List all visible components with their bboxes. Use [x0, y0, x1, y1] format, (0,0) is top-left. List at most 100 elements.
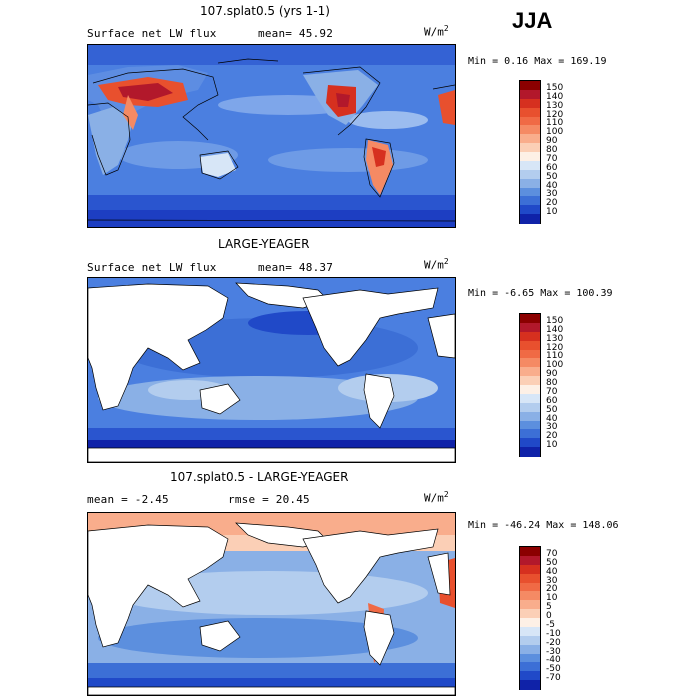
colorbar-swatch: [520, 89, 540, 100]
panel2-minmax: Min = -6.65 Max = 100.39: [468, 288, 613, 299]
colorbar-tick-label: 5: [546, 602, 552, 613]
colorbar-swatch: [520, 367, 540, 377]
panel2-units: W/m2: [424, 257, 449, 272]
colorbar-swatch: [520, 420, 540, 430]
panel1-mean: mean= 45.92: [258, 27, 334, 40]
colorbar-swatch: [520, 564, 540, 575]
colorbar-swatch: [520, 393, 540, 404]
colorbar-tick-label: 10: [546, 593, 558, 604]
panel3-minmax: Min = -46.24 Max = 148.06: [468, 520, 619, 531]
colorbar-swatch: [520, 349, 540, 359]
colorbar-swatch: [520, 178, 540, 188]
panel3-title: 107.splat0.5 - LARGE-YEAGER: [170, 470, 349, 484]
colorbar-tick-label: 90: [546, 369, 558, 380]
colorbar-tick-label: 40: [546, 180, 558, 191]
panel3-colorbar: [519, 546, 541, 690]
colorbar-swatch: [520, 107, 540, 117]
colorbar-swatch: [520, 429, 540, 439]
panel3-units: W/m2: [424, 490, 449, 505]
colorbar-tick-label: 80: [546, 378, 558, 388]
colorbar-tick-label: -30: [546, 646, 561, 657]
colorbar-swatch: [520, 385, 540, 395]
panel1-title: 107.splat0.5 (yrs 1-1): [200, 4, 330, 18]
colorbar-tick-label: 20: [546, 198, 558, 209]
colorbar-swatch: [520, 196, 540, 206]
colorbar-tick-label: -50: [546, 664, 561, 675]
colorbar-tick-label: -20: [546, 637, 561, 648]
colorbar-swatch: [520, 214, 540, 224]
colorbar-tick-label: 60: [546, 395, 558, 406]
colorbar-swatch: [520, 411, 540, 421]
colorbar-tick-label: -40: [546, 655, 561, 666]
colorbar-swatch: [520, 447, 540, 457]
colorbar-swatch: [520, 376, 540, 386]
colorbar-tick-label: 50: [546, 557, 558, 568]
colorbar-swatch: [520, 358, 540, 368]
colorbar-swatch: [520, 591, 540, 601]
colorbar-swatch: [520, 205, 540, 215]
colorbar-swatch: [520, 125, 540, 135]
panel2-colorbar: [519, 313, 541, 457]
colorbar-tick-label: 140: [546, 91, 564, 102]
colorbar-swatch: [520, 644, 540, 654]
panel2-field-label: Surface net LW flux: [87, 261, 217, 274]
colorbar-tick-label: 30: [546, 189, 558, 200]
colorbar-swatch: [520, 169, 540, 180]
panel1-units: W/m2: [424, 24, 449, 39]
colorbar-swatch: [520, 322, 540, 333]
panel2-mean: mean= 48.37: [258, 261, 334, 274]
colorbar-tick-label: 20: [546, 584, 558, 595]
colorbar-swatch: [520, 662, 540, 672]
colorbar-tick-label: 120: [546, 342, 564, 353]
panel1-map: [87, 44, 456, 228]
colorbar-swatch: [520, 671, 540, 681]
colorbar-swatch: [520, 402, 540, 413]
colorbar-tick-label: 80: [546, 145, 558, 155]
colorbar-tick-label: 70: [546, 548, 558, 559]
colorbar-swatch: [520, 187, 540, 197]
colorbar-tick-label: 100: [546, 127, 564, 138]
colorbar-tick-label: 60: [546, 162, 558, 173]
colorbar-swatch: [520, 547, 540, 557]
colorbar-swatch: [520, 618, 540, 628]
colorbar-swatch: [520, 609, 540, 619]
colorbar-tick-label: 120: [546, 109, 564, 120]
colorbar-swatch: [520, 134, 540, 144]
colorbar-tick-label: 30: [546, 575, 558, 586]
colorbar-tick-label: 110: [546, 118, 564, 129]
colorbar-swatch: [520, 152, 540, 162]
season-label: JJA: [512, 8, 553, 33]
panel3-rmse: rmse = 20.45: [228, 493, 310, 506]
colorbar-swatch: [520, 160, 540, 171]
colorbar-swatch: [520, 635, 540, 646]
colorbar-swatch: [520, 98, 540, 109]
colorbar-tick-label: 130: [546, 333, 564, 344]
panel1-minmax: Min = 0.16 Max = 169.19: [468, 56, 607, 67]
colorbar-tick-label: 0: [546, 611, 552, 621]
colorbar-tick-label: 70: [546, 386, 558, 397]
colorbar-swatch: [520, 143, 540, 153]
colorbar-tick-label: 40: [546, 413, 558, 424]
colorbar-tick-label: 110: [546, 351, 564, 362]
colorbar-tick-label: 10: [546, 207, 558, 218]
colorbar-swatch: [520, 555, 540, 566]
colorbar-tick-label: -5: [546, 619, 555, 630]
panel2-title: LARGE-YEAGER: [218, 237, 310, 251]
colorbar-swatch: [520, 340, 540, 350]
panel3-mean: mean = -2.45: [87, 493, 169, 506]
colorbar-swatch: [520, 582, 540, 592]
colorbar-tick-label: 130: [546, 100, 564, 111]
panel1-colorbar: [519, 80, 541, 224]
colorbar-tick-label: 70: [546, 153, 558, 164]
colorbar-swatch: [520, 653, 540, 663]
colorbar-swatch: [520, 116, 540, 126]
colorbar-tick-label: 90: [546, 136, 558, 147]
colorbar-swatch: [520, 438, 540, 448]
colorbar-tick-label: 20: [546, 431, 558, 442]
colorbar-tick-label: 10: [546, 440, 558, 451]
colorbar-swatch: [520, 626, 540, 637]
colorbar-tick-label: 150: [546, 315, 564, 326]
colorbar-tick-label: 40: [546, 566, 558, 577]
colorbar-swatch: [520, 600, 540, 610]
colorbar-swatch: [520, 314, 540, 324]
